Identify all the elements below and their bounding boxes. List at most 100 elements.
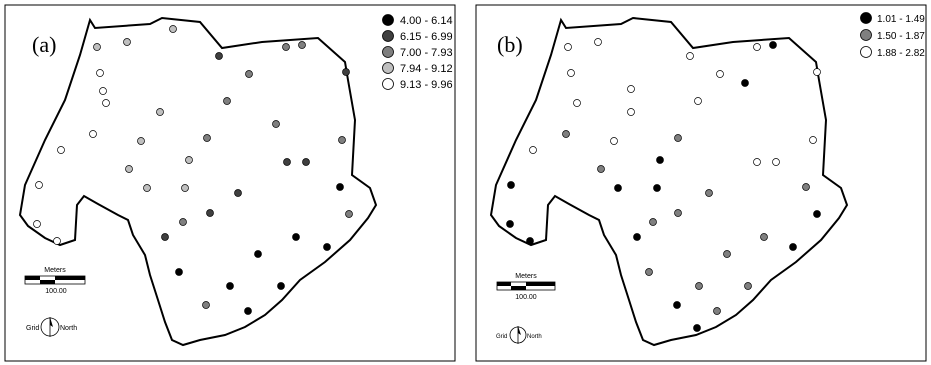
sample-point	[125, 165, 133, 173]
sample-point	[226, 282, 234, 290]
sample-point	[789, 243, 797, 251]
sample-point	[802, 183, 810, 191]
sample-point	[760, 233, 768, 241]
panel-a-label: (a)	[32, 32, 56, 57]
sample-point	[292, 233, 300, 241]
panel-b-scalebar: Meters 100.00	[496, 273, 556, 301]
sample-point	[202, 301, 210, 309]
panel-b-label: (b)	[497, 32, 523, 57]
sample-point	[627, 85, 635, 93]
sample-point	[526, 237, 534, 245]
sample-point	[723, 250, 731, 258]
sample-point	[223, 97, 231, 105]
legend-swatch	[860, 29, 872, 41]
sample-point	[57, 146, 65, 154]
legend-item: 1.88 - 2.82	[877, 48, 925, 59]
sample-point	[89, 130, 97, 138]
scalebar-value: 100.00	[45, 288, 67, 295]
sample-point	[564, 43, 572, 51]
sample-point	[674, 209, 682, 217]
sample-point	[123, 38, 131, 46]
sample-point	[169, 25, 177, 33]
panel-b-frame	[475, 4, 927, 362]
sample-points	[506, 38, 821, 332]
sample-point	[203, 134, 211, 142]
panel-a-frame	[4, 4, 456, 362]
sample-point	[653, 184, 661, 192]
legend-swatch	[382, 14, 394, 26]
sample-point	[338, 136, 346, 144]
panel-a-scalebar: Meters 100.00	[24, 267, 86, 295]
sample-point	[137, 137, 145, 145]
panel-b-grid-north: Grid North	[496, 326, 542, 344]
sample-point	[674, 134, 682, 142]
legend-item: 9.13 - 9.96	[400, 79, 453, 91]
grid-label: Grid	[26, 325, 39, 332]
sample-point	[35, 181, 43, 189]
sample-point	[282, 43, 290, 51]
sample-point	[506, 220, 514, 228]
legend-item: 7.94 - 9.12	[400, 63, 453, 75]
panel-a-legend: 4.00 - 6.14 6.15 - 6.99 7.00 - 7.93 7.94…	[382, 14, 453, 91]
panel-a-grid-north: Grid North	[26, 317, 77, 337]
legend-item: 6.15 - 6.99	[400, 31, 453, 43]
sample-point	[627, 108, 635, 116]
sample-point	[244, 307, 252, 315]
sample-point	[769, 41, 777, 49]
sample-point	[99, 87, 107, 95]
sample-point	[245, 70, 253, 78]
sample-point	[645, 268, 653, 276]
panel-b: (b) 1.01 - 1.49 1.50 - 1.87 1.88 - 2.82 …	[475, 4, 927, 362]
sample-point	[753, 43, 761, 51]
sample-point	[181, 184, 189, 192]
panel-b-legend: 1.01 - 1.49 1.50 - 1.87 1.88 - 2.82	[860, 12, 925, 59]
panel-a-map	[19, 17, 377, 346]
sample-point	[813, 68, 821, 76]
north-arrow-icon	[40, 317, 60, 337]
sample-point	[215, 52, 223, 60]
legend-swatch	[382, 30, 394, 42]
sample-point	[323, 243, 331, 251]
sample-point	[562, 130, 570, 138]
scalebar-title: Meters	[515, 273, 537, 280]
sample-point	[529, 146, 537, 154]
sample-point	[185, 156, 193, 164]
sample-point	[53, 237, 61, 245]
sample-point	[234, 189, 242, 197]
sample-point	[597, 165, 605, 173]
legend-item: 4.00 - 6.14	[400, 15, 453, 27]
sample-point	[686, 52, 694, 60]
legend-swatch	[382, 62, 394, 74]
grid-label: Grid	[496, 334, 507, 340]
sample-point	[175, 268, 183, 276]
north-arrow-icon	[509, 326, 527, 344]
sample-point	[507, 181, 515, 189]
panel-a: (a) 4.00 - 6.14 6.15 - 6.99 7.00 - 7.93 …	[4, 4, 456, 362]
sample-points	[33, 25, 353, 315]
sample-point	[93, 43, 101, 51]
sample-point	[772, 158, 780, 166]
scalebar-title: Meters	[44, 267, 66, 274]
sample-point	[693, 324, 701, 332]
sample-point	[298, 41, 306, 49]
sample-point	[161, 233, 169, 241]
scalebar-value: 100.00	[515, 294, 537, 301]
sample-point	[345, 210, 353, 218]
sample-point	[567, 69, 575, 77]
sample-point	[744, 282, 752, 290]
sample-point	[102, 99, 110, 107]
sample-point	[272, 120, 280, 128]
sample-point	[673, 301, 681, 309]
sample-point	[594, 38, 602, 46]
sample-point	[342, 68, 350, 76]
legend-item: 7.00 - 7.93	[400, 47, 453, 59]
legend-swatch	[382, 78, 394, 90]
sample-point	[694, 97, 702, 105]
sample-point	[813, 210, 821, 218]
sample-point	[96, 69, 104, 77]
sample-point	[156, 108, 164, 116]
sample-point	[695, 282, 703, 290]
sample-point	[753, 158, 761, 166]
sample-point	[179, 218, 187, 226]
